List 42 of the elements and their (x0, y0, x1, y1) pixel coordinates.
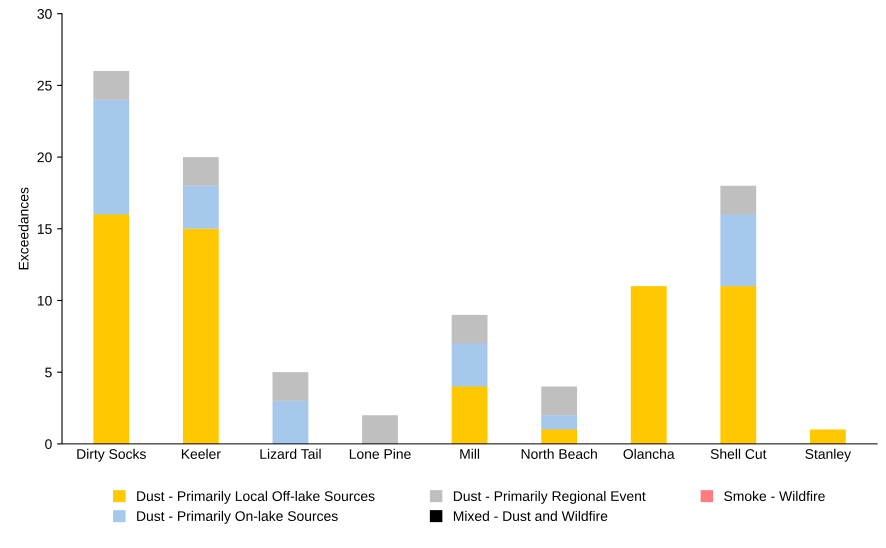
bar (182, 157, 219, 186)
x-tick-label: North Beach (522, 448, 597, 459)
y-tick-label: 20 (38, 152, 52, 162)
bar (541, 386, 578, 416)
bar (452, 314, 488, 344)
x-tick-label: Dirty Socks (77, 448, 146, 462)
bar (452, 344, 488, 387)
x-tick-label: Olancha (624, 448, 675, 459)
legend-label: Dust - Primarily On-lake Sources (137, 510, 338, 524)
y-axis-title: Exceedances (18, 188, 29, 270)
bar (93, 71, 130, 100)
x-tick-label: Stanley (805, 448, 852, 462)
x-tick-label: Lizard Tail (260, 448, 321, 459)
bar (720, 186, 756, 214)
bar (810, 430, 846, 444)
bar (720, 286, 756, 444)
bar (182, 186, 219, 229)
x-tick-label: Shell Cut (710, 448, 766, 459)
bar (93, 214, 130, 444)
y-tick-label: 25 (38, 80, 52, 91)
legend-label: Smoke - Wildfire (724, 490, 825, 502)
legend-label: Dust - Primarily Local Off-lake Sources (137, 490, 375, 504)
bar (272, 372, 308, 401)
y-tick-label: 10 (38, 296, 52, 306)
legend-label: Dust - Primarily Regional Event (454, 490, 646, 504)
bar (182, 228, 219, 444)
bar (720, 214, 756, 286)
bar (93, 100, 130, 214)
x-tick-label: Lone Pine (350, 448, 411, 459)
bar (272, 400, 308, 444)
y-tick-label: 15 (38, 224, 52, 234)
bar (541, 430, 578, 444)
bar (630, 286, 667, 444)
y-tick-label: 5 (45, 368, 52, 378)
bar (452, 386, 488, 444)
y-tick-label: 30 (37, 9, 52, 19)
legend-label: Mixed - Dust and Wildfire (454, 510, 608, 522)
bar (541, 415, 578, 430)
x-tick-label: Keeler (182, 448, 221, 459)
y-tick-label: 0 (45, 439, 52, 450)
x-tick-label: Mill (460, 448, 480, 459)
bar (362, 415, 398, 444)
